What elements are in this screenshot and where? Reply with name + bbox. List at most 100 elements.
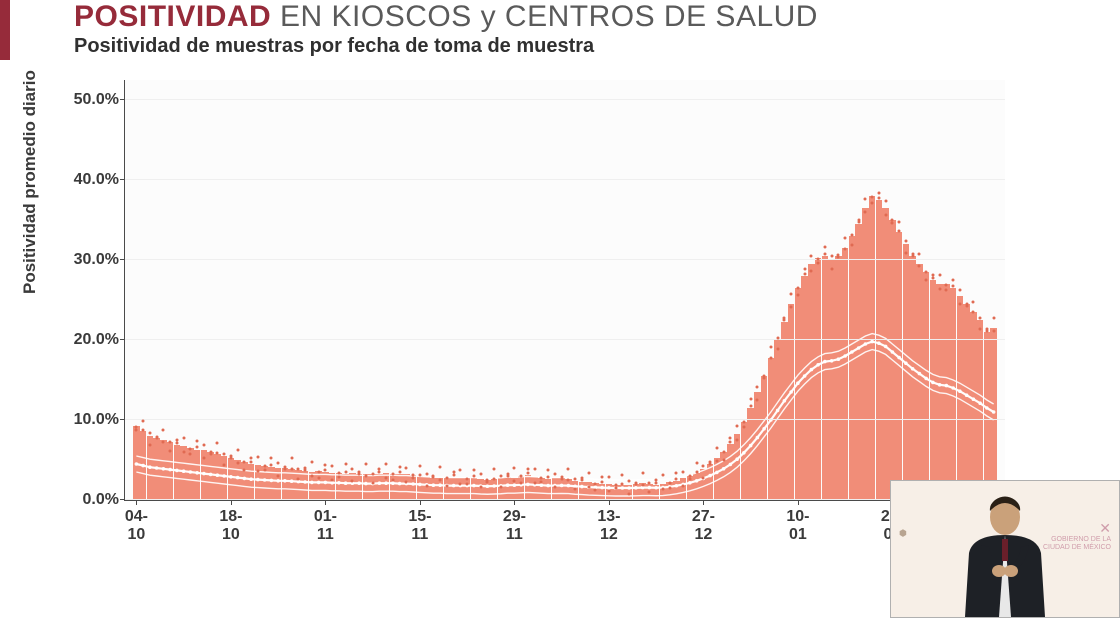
bar bbox=[282, 468, 288, 500]
scatter-dot bbox=[243, 468, 246, 471]
scatter-dot bbox=[472, 468, 475, 471]
xtick-mark bbox=[703, 500, 704, 505]
scatter-dot bbox=[290, 457, 293, 460]
scatter-dot bbox=[594, 488, 597, 491]
bar bbox=[565, 479, 571, 500]
scatter-dot bbox=[756, 399, 759, 402]
bar bbox=[936, 284, 942, 500]
scatter-dot bbox=[142, 429, 145, 432]
scatter-dot bbox=[688, 475, 691, 478]
scatter-dot bbox=[729, 440, 732, 443]
scatter-dot bbox=[263, 469, 266, 472]
ytick-label: 50.0% bbox=[74, 91, 119, 109]
scatter-dot bbox=[479, 472, 482, 475]
bar bbox=[599, 484, 605, 500]
scatter-dot bbox=[250, 460, 253, 463]
scatter-dot bbox=[250, 457, 253, 460]
bar bbox=[288, 469, 294, 500]
bar bbox=[801, 276, 807, 500]
scatter-dot bbox=[479, 486, 482, 489]
scatter-dot bbox=[472, 475, 475, 478]
scatter-dot bbox=[547, 469, 550, 472]
scatter-dot bbox=[668, 487, 671, 490]
scatter-dot bbox=[965, 303, 968, 306]
scatter-dot bbox=[364, 463, 367, 466]
bar bbox=[180, 446, 186, 500]
bar bbox=[140, 431, 146, 500]
scatter-dot bbox=[958, 289, 961, 292]
scatter-dot bbox=[135, 425, 138, 428]
scatter-dot bbox=[884, 200, 887, 203]
bar bbox=[228, 458, 234, 500]
scatter-dot bbox=[196, 446, 199, 449]
gridline bbox=[125, 339, 1005, 340]
scatter-dot bbox=[736, 439, 739, 442]
bar bbox=[977, 320, 983, 500]
scatter-dot bbox=[189, 452, 192, 455]
bar bbox=[909, 256, 915, 500]
scatter-dot bbox=[621, 474, 624, 477]
bar bbox=[498, 478, 504, 500]
bar bbox=[660, 484, 666, 500]
scatter-dot bbox=[412, 474, 415, 477]
bar bbox=[518, 476, 524, 500]
bar bbox=[633, 484, 639, 500]
scatter-dot bbox=[499, 475, 502, 478]
scatter-dot bbox=[351, 480, 354, 483]
xtick-mark bbox=[325, 500, 326, 505]
xtick-label: 13-12 bbox=[597, 508, 620, 545]
bar bbox=[747, 408, 753, 500]
xtick-label: 18-10 bbox=[219, 508, 242, 545]
scatter-dot bbox=[783, 317, 786, 320]
bar bbox=[187, 448, 193, 500]
scatter-dot bbox=[223, 452, 226, 455]
scatter-dot bbox=[904, 251, 907, 254]
scatter-dot bbox=[317, 470, 320, 473]
scatter-dot bbox=[864, 211, 867, 214]
scatter-dot bbox=[216, 452, 219, 455]
scatter-dot bbox=[898, 221, 901, 224]
title-strong: POSITIVIDAD bbox=[74, 0, 271, 33]
bar bbox=[889, 220, 895, 500]
scatter-dot bbox=[992, 316, 995, 319]
scatter-dot bbox=[547, 476, 550, 479]
scatter-dot bbox=[189, 447, 192, 450]
scatter-dot bbox=[938, 274, 941, 277]
bar bbox=[673, 481, 679, 500]
scatter-dot bbox=[803, 272, 806, 275]
bar bbox=[815, 258, 821, 500]
scatter-dot bbox=[810, 269, 813, 272]
bar bbox=[774, 340, 780, 500]
scatter-dot bbox=[270, 464, 273, 467]
bar bbox=[916, 264, 922, 500]
scatter-dot bbox=[668, 482, 671, 485]
scatter-dot bbox=[904, 239, 907, 242]
scatter-dot bbox=[979, 327, 982, 330]
scatter-dot bbox=[749, 405, 752, 408]
scatter-dot bbox=[769, 346, 772, 349]
xtick-label: 29-11 bbox=[503, 508, 526, 545]
bar bbox=[896, 232, 902, 500]
scatter-dot bbox=[756, 385, 759, 388]
scatter-dot bbox=[722, 458, 725, 461]
scatter-dot bbox=[148, 431, 151, 434]
scatter-dot bbox=[925, 279, 928, 282]
scatter-dot bbox=[682, 485, 685, 488]
scatter-dot bbox=[736, 425, 739, 428]
scatter-dot bbox=[337, 475, 340, 478]
bar bbox=[579, 482, 585, 500]
accent-bar bbox=[0, 0, 10, 60]
scatter-dot bbox=[425, 484, 428, 487]
scatter-dot bbox=[344, 463, 347, 466]
scatter-dot bbox=[331, 464, 334, 467]
title-block: POSITIVIDAD EN KIOSCOS y CENTROS DE SALU… bbox=[74, 0, 818, 58]
scatter-dot bbox=[628, 492, 631, 495]
gridline bbox=[125, 179, 1005, 180]
bar bbox=[592, 483, 598, 500]
bar bbox=[855, 224, 861, 500]
scatter-dot bbox=[364, 474, 367, 477]
bar bbox=[957, 296, 963, 500]
xtick-mark bbox=[136, 500, 137, 505]
xtick-label: 01-11 bbox=[314, 508, 337, 545]
scatter-dot bbox=[371, 472, 374, 475]
